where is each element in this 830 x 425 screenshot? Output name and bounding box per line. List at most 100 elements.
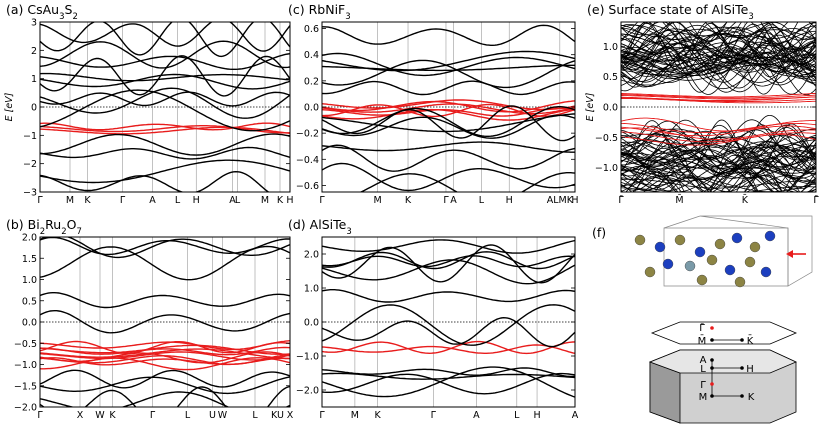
y-tick-label: 0 bbox=[31, 103, 37, 114]
band-line bbox=[322, 24, 575, 46]
unit-cell-edge bbox=[663, 215, 701, 229]
panel-title: (c) RbNiF3 bbox=[288, 2, 351, 22]
atom bbox=[731, 232, 743, 244]
y-tick-label: 0.0 bbox=[603, 103, 618, 114]
band-line bbox=[40, 55, 290, 97]
panel-title: (a) CsAu3S2 bbox=[6, 2, 78, 22]
y-tick-label: −0.5 bbox=[595, 133, 618, 144]
band-line bbox=[621, 94, 816, 99]
kpoint-label: Γ bbox=[37, 410, 43, 421]
kpoint-label: K bbox=[277, 195, 284, 206]
bz-point bbox=[740, 366, 744, 370]
band-line bbox=[40, 133, 290, 156]
band-line bbox=[621, 97, 816, 103]
band-line bbox=[322, 162, 575, 192]
panel-c: 0.60.40.20.0−0.2−0.4−0.6Γ M K Γ A L H ALMKH(c) … bbox=[288, 2, 579, 206]
atom bbox=[644, 266, 656, 278]
y-tick-label: 2 bbox=[31, 46, 37, 57]
y-tick-label: 2.0 bbox=[22, 233, 37, 244]
y-tick-label: −1 bbox=[23, 131, 37, 142]
y-tick-label: −1.0 bbox=[14, 360, 37, 371]
unit-cell bbox=[699, 215, 813, 287]
kpoint-label: L bbox=[175, 195, 181, 206]
y-tick-label: 0.0 bbox=[22, 318, 37, 329]
y-tick-label: −0.2 bbox=[296, 129, 319, 140]
y-axis-label: E [eV] bbox=[4, 92, 15, 121]
kpoint-label: K bbox=[109, 410, 116, 421]
band-line bbox=[621, 96, 816, 101]
bands bbox=[621, 22, 816, 192]
band-line bbox=[322, 251, 575, 270]
band-line bbox=[40, 146, 290, 160]
atom bbox=[696, 274, 708, 286]
band-line bbox=[621, 150, 816, 176]
panel-d: 2.0 1.0 0.0 −1.0 −2.0 Γ M K Γ A L H A (d) AlSiTe3 bbox=[288, 217, 579, 421]
bz-label: Γ bbox=[700, 380, 706, 391]
band-line bbox=[621, 158, 816, 179]
kpoint-label: L bbox=[185, 410, 191, 421]
band-line bbox=[40, 89, 290, 132]
kpoint-label: Γ bbox=[150, 410, 156, 421]
kpoint-label: K bbox=[375, 410, 382, 421]
band-line bbox=[322, 316, 575, 348]
atom bbox=[749, 241, 761, 253]
y-tick-label: 1.0 bbox=[603, 42, 618, 53]
band-line bbox=[322, 59, 575, 89]
kpoint-label: KU bbox=[271, 410, 284, 421]
kpoint-label: X bbox=[287, 410, 294, 421]
band-line bbox=[40, 122, 290, 131]
band-line bbox=[322, 64, 575, 72]
band-line bbox=[40, 126, 290, 135]
band-line bbox=[40, 237, 290, 256]
bz-point bbox=[710, 358, 714, 362]
panel-label: (f) bbox=[592, 225, 606, 240]
band-line bbox=[322, 141, 575, 153]
band-line bbox=[322, 367, 575, 378]
band-line bbox=[621, 45, 816, 95]
band-line bbox=[621, 124, 816, 160]
kpoint-label: Γ bbox=[431, 410, 437, 421]
band-line bbox=[621, 22, 816, 42]
bands bbox=[322, 24, 575, 192]
band-line bbox=[621, 128, 816, 148]
bz-label: Γ̄ bbox=[699, 323, 705, 334]
band-line bbox=[322, 52, 575, 77]
surface-bz bbox=[650, 321, 798, 345]
band-line bbox=[322, 366, 575, 398]
band-line bbox=[40, 40, 290, 69]
band-line bbox=[40, 310, 290, 334]
band-line bbox=[322, 372, 575, 395]
band-line bbox=[621, 46, 816, 66]
band-line bbox=[322, 340, 575, 355]
panel-title: (b) Bi2Ru2O7 bbox=[6, 217, 82, 237]
bands bbox=[40, 237, 290, 407]
band-line bbox=[40, 72, 290, 82]
band-line bbox=[40, 376, 290, 395]
kpoint-label: H bbox=[286, 195, 293, 206]
kpoint-label: Γ̄ bbox=[813, 195, 819, 206]
bz-point bbox=[740, 394, 744, 398]
band-line bbox=[322, 114, 575, 139]
band-line bbox=[40, 237, 290, 259]
band-line bbox=[621, 40, 816, 87]
y-tick-label: 3 bbox=[31, 18, 37, 29]
kpoint-label: Γ bbox=[120, 195, 126, 206]
kpoint-label: ALMK bbox=[547, 195, 574, 206]
band-line bbox=[40, 170, 270, 192]
atom bbox=[674, 234, 686, 246]
y-tick-label: −2.0 bbox=[296, 386, 319, 397]
kpoint-label: A bbox=[229, 195, 236, 206]
kpoint-label: H bbox=[506, 195, 513, 206]
band-line bbox=[322, 113, 575, 133]
y-tick-label: 1.0 bbox=[22, 275, 37, 286]
bz-label: H bbox=[746, 364, 754, 375]
band-line bbox=[621, 54, 816, 86]
y-tick-label: −1.5 bbox=[14, 381, 37, 392]
band-line bbox=[322, 107, 575, 117]
atom bbox=[634, 234, 646, 246]
panel-f: (f) Γ̄M̄ K̄ AL H ΓM K bbox=[592, 215, 813, 424]
y-tick-label: 2.0 bbox=[304, 250, 319, 261]
kpoint-label: Γ bbox=[319, 195, 325, 206]
band-line bbox=[621, 124, 816, 170]
